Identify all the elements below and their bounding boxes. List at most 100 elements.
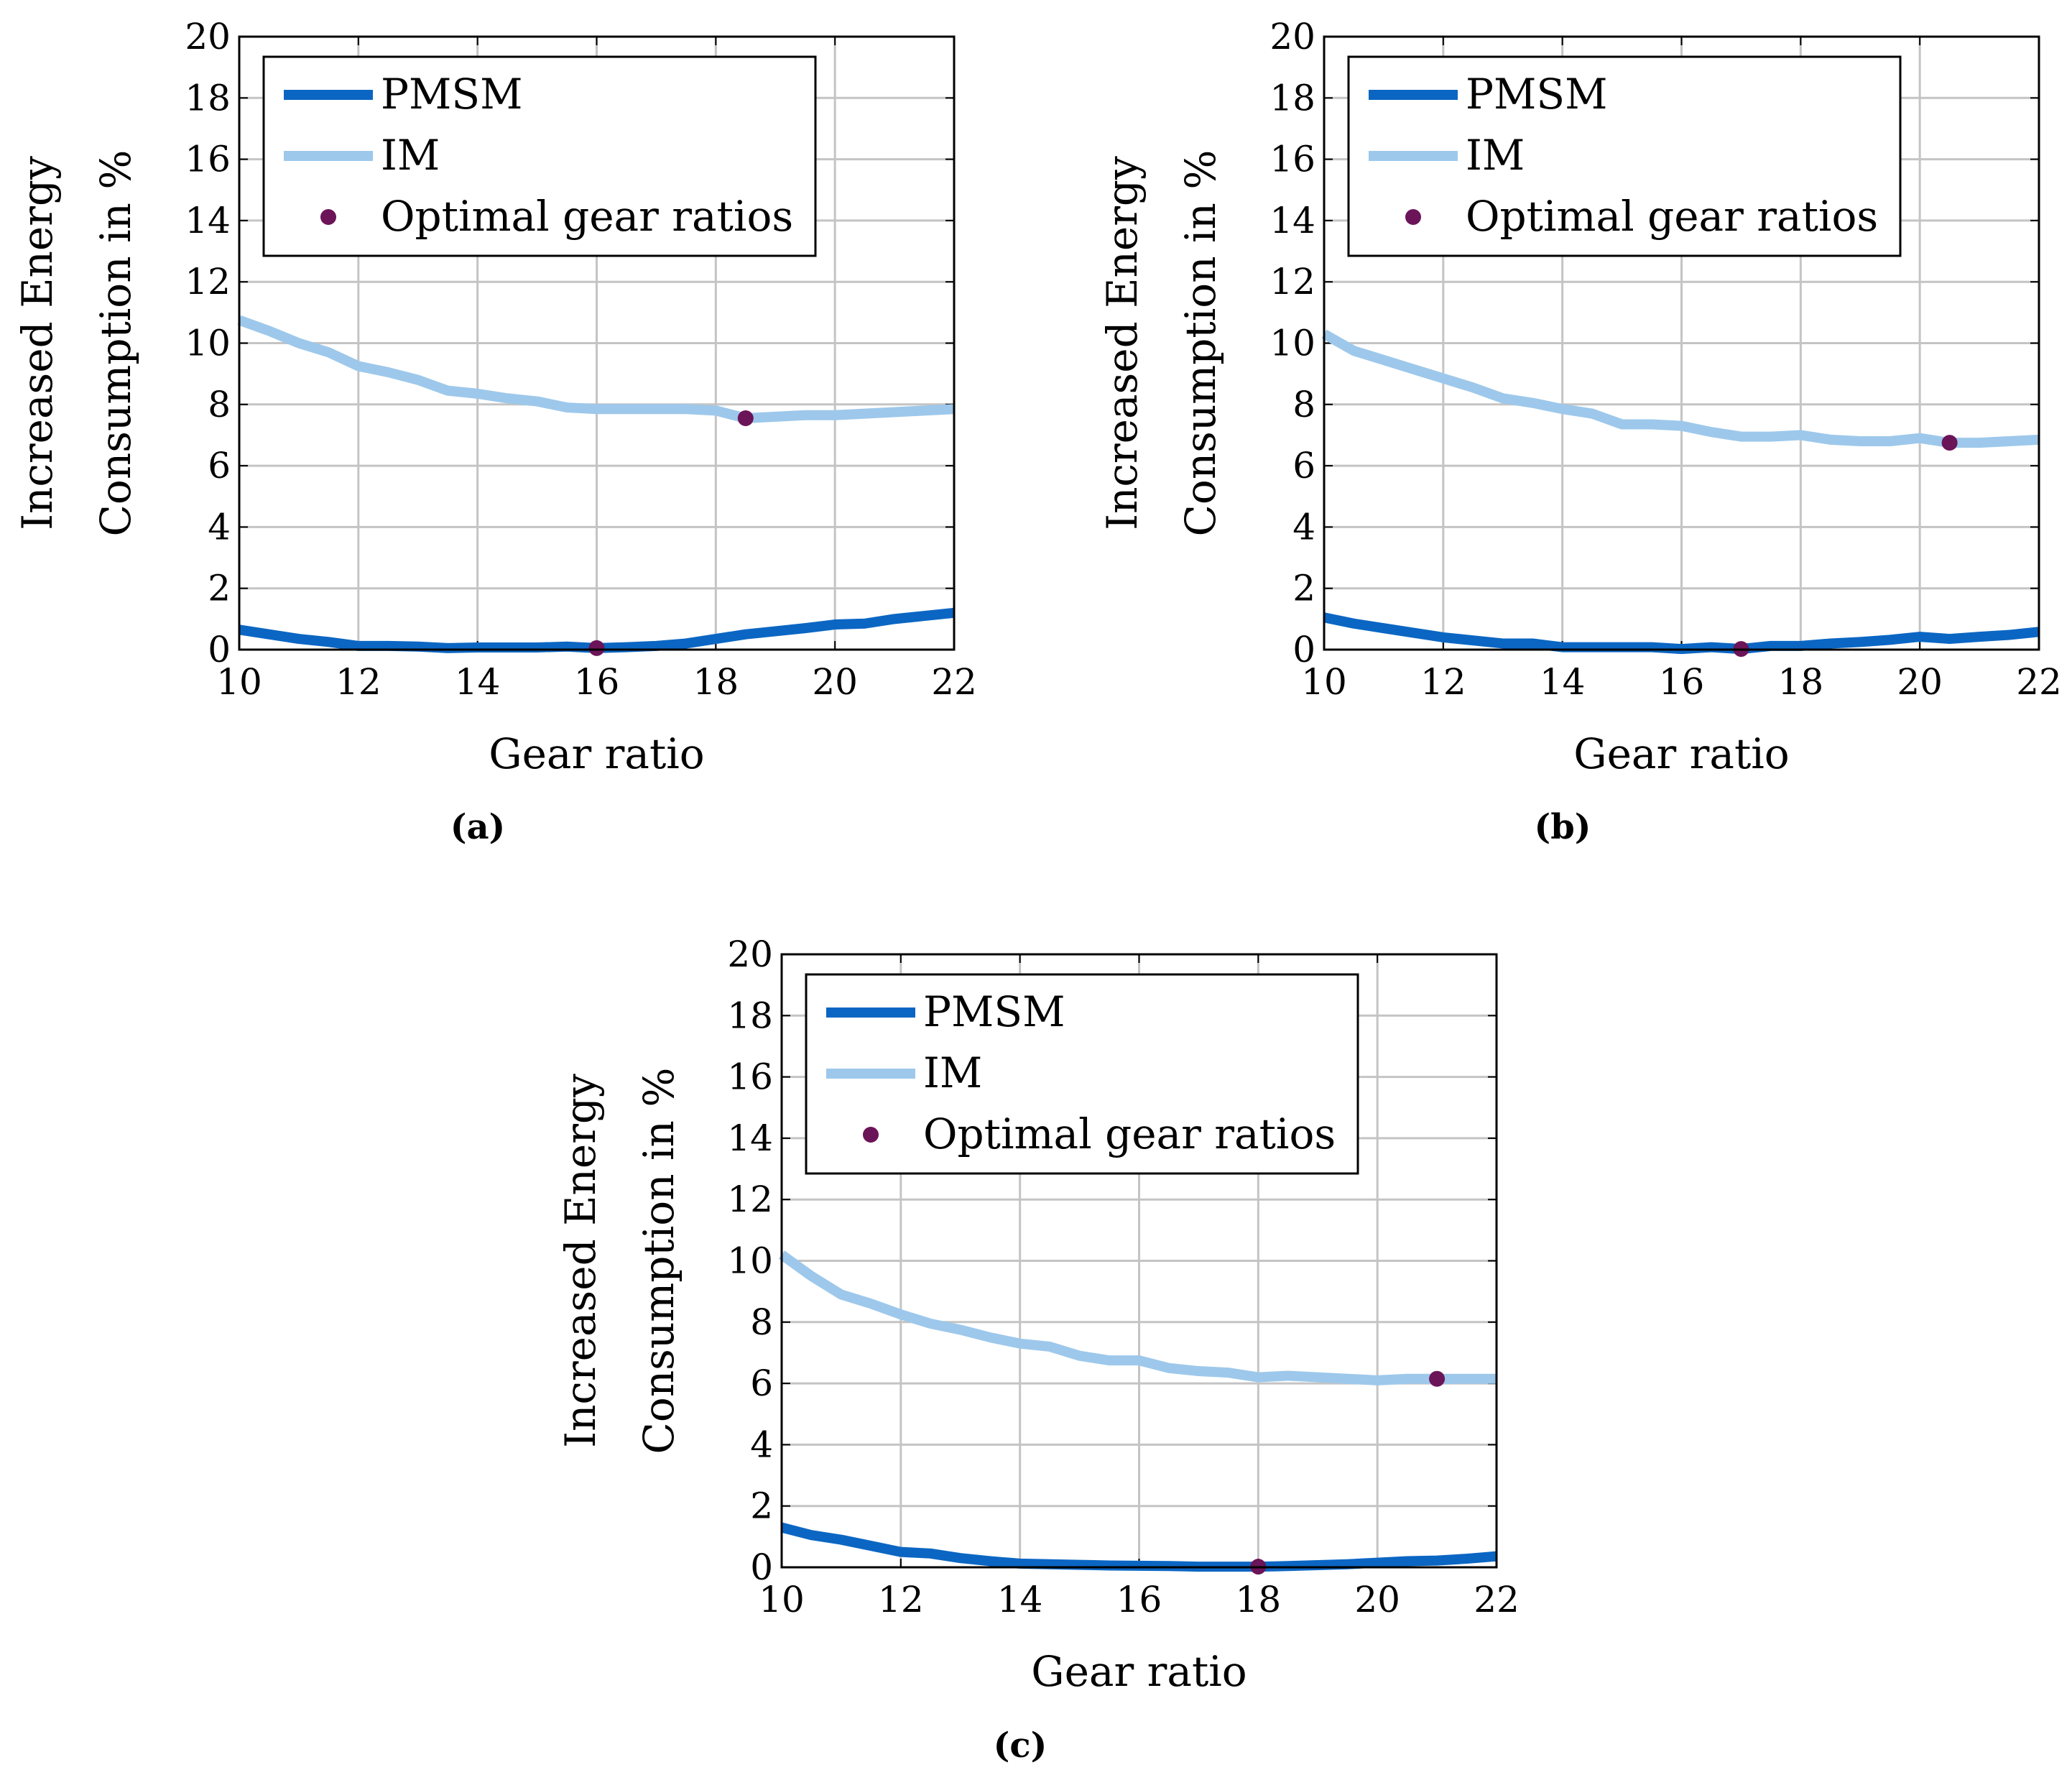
y-tick-label: 12 [185,261,231,303]
legend: PMSM IM Optimal gear ratios [262,55,817,257]
x-tick-label: 20 [1354,1579,1400,1620]
x-tick-label: 10 [759,1579,805,1620]
x-tick-label: 16 [1659,661,1705,703]
y-tick-label: 14 [185,200,231,241]
y-tick-label: 8 [750,1301,773,1343]
legend-label-optimal: Optimal gear ratios [1466,192,1878,241]
x-tick-label: 18 [1778,661,1824,703]
legend-label-pmsm: PMSM [381,70,523,119]
x-tick-label: 12 [336,661,381,703]
x-tick-label: 12 [1420,661,1466,703]
y-tick-label: 14 [1269,200,1315,241]
x-tick-label: 14 [997,1579,1043,1620]
y-tick-label: 10 [1269,323,1315,364]
plot-frame [238,35,956,651]
y-tick-label: 6 [750,1362,773,1404]
legend-label-optimal: Optimal gear ratios [381,192,793,241]
x-tick-label: 16 [574,661,620,703]
legend-label-im: IM [381,131,440,180]
x-tick-label: 20 [812,661,858,703]
y-tick-label: 18 [727,995,773,1036]
y-axis-label-line-1: Increased Energy [556,1074,605,1448]
panel-caption: (c) [994,1725,1047,1766]
x-tick-label: 20 [1897,661,1943,703]
series-line-im [1321,329,2040,448]
x-tick-label: 14 [1540,661,1586,703]
legend-label-pmsm: PMSM [1466,70,1608,119]
y-tick-label: 20 [1269,16,1315,57]
legend: PMSM IM Optimal gear ratios [805,973,1359,1175]
x-tick-label: 12 [878,1579,924,1620]
y-axis-label-line-1: Increased Energy [13,156,62,530]
legend-label-optimal: Optimal gear ratios [923,1110,1336,1158]
y-tick-label: 18 [1269,77,1315,119]
legend-label-im: IM [923,1048,982,1097]
x-axis: 10 12 14 16 18 20 22 [759,954,1520,1620]
y-tick-label: 6 [1292,445,1315,486]
y-tick-label: 0 [208,629,231,670]
y-tick-label: 10 [727,1240,773,1282]
series-line-pmsm [780,1522,1497,1572]
y-tick-label: 6 [208,445,231,486]
y-tick-label: 18 [185,77,231,119]
y-tick-label: 2 [208,568,231,609]
x-axis-label: Gear ratio [1573,729,1789,778]
y-axis: 0 2 4 6 8 10 12 14 16 18 20 [727,933,1497,1588]
y-axis: 0 2 4 6 8 10 12 14 16 18 20 [1269,16,2039,670]
legend-label-pmsm: PMSM [923,987,1065,1036]
y-axis-label-line-1: Increased Energy [1098,156,1147,530]
y-axis-label-line-2: Consumption in % [634,1068,683,1454]
y-tick-label: 16 [727,1056,773,1098]
legend-marker-optimal [1405,209,1421,225]
y-tick-label: 12 [727,1179,773,1220]
panel-caption: (b) [1535,807,1591,847]
series-line-im [237,315,955,423]
y-tick-label: 16 [1269,139,1315,180]
y-axis-label-line-2: Consumption in % [1176,150,1225,537]
plot-frame [780,953,1498,1569]
y-axis-label-line-2: Consumption in % [91,150,140,537]
chart-panel-3: 10 12 14 16 18 20 22 0 2 4 6 8 10 12 14 16 18 20 PMSM IM Opt… [556,933,1520,1766]
y-axis: 0 2 4 6 8 10 12 14 16 18 20 [185,16,954,670]
y-tick-label: 4 [750,1424,773,1465]
y-tick-label: 4 [208,506,231,548]
y-tick-label: 10 [185,323,231,364]
y-tick-label: 0 [1292,629,1315,670]
x-tick-label: 18 [693,661,739,703]
legend-marker-optimal [320,209,336,225]
x-axis: 10 12 14 16 18 20 22 [1301,37,2062,703]
legend-label-im: IM [1466,131,1525,180]
y-tick-label: 8 [208,384,231,425]
y-tick-label: 8 [1292,384,1315,425]
series-line-im [778,1250,1497,1385]
y-tick-label: 16 [185,139,231,180]
y-tick-label: 2 [1292,568,1315,609]
y-tick-label: 2 [750,1485,773,1527]
y-tick-label: 0 [750,1546,773,1588]
chart-panel-2: 10 12 14 16 18 20 22 0 2 4 6 8 10 12 14 16 18 20 PMSM IM Opt… [1098,16,2062,847]
optimal-point [737,410,754,426]
optimal-point [1941,435,1958,451]
x-axis-label: Gear ratio [489,729,704,778]
x-tick-label: 22 [2016,661,2062,703]
x-tick-label: 10 [1301,661,1347,703]
y-tick-label: 12 [1269,261,1315,303]
y-tick-label: 14 [727,1117,773,1159]
legend-marker-optimal [863,1127,879,1143]
x-tick-label: 22 [931,661,977,703]
optimal-point [588,640,605,656]
x-axis: 10 12 14 16 18 20 22 [216,37,977,703]
x-tick-label: 16 [1116,1579,1162,1620]
x-tick-label: 14 [455,661,501,703]
x-tick-label: 22 [1474,1579,1520,1620]
y-tick-label: 4 [1292,506,1315,548]
y-tick-label: 20 [727,933,773,975]
optimal-point [1429,1370,1446,1387]
x-axis-label: Gear ratio [1031,1647,1247,1696]
plot-frame [1323,35,2040,651]
x-tick-label: 18 [1236,1579,1282,1620]
legend: PMSM IM Optimal gear ratios [1347,55,1902,257]
x-tick-label: 10 [216,661,262,703]
chart-panel-1: 10 12 14 16 18 20 22 0 2 4 6 8 10 12 14 16 18 20 PMSM IM Opt… [13,16,977,847]
